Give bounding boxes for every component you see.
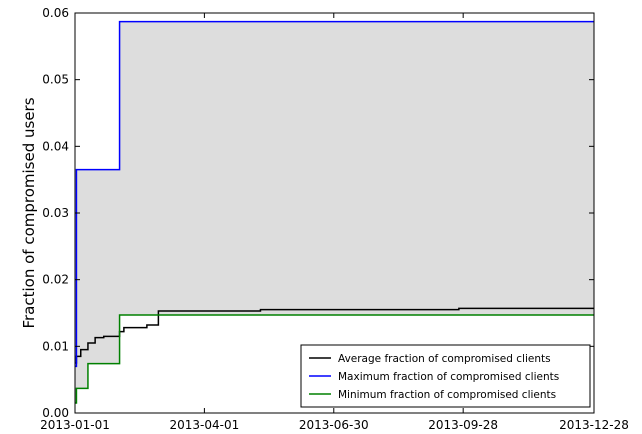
x-tick-label: 2013-06-30 <box>299 418 369 432</box>
y-tick-label: 0.05 <box>42 73 69 87</box>
y-tick-label: 0.06 <box>42 6 69 20</box>
x-tick-label: 2013-04-01 <box>170 418 240 432</box>
y-tick-label: 0.02 <box>42 273 69 287</box>
legend-box <box>300 344 591 408</box>
y-tick-label: 0.04 <box>42 139 69 153</box>
x-tick-label: 2013-12-28 <box>559 418 629 432</box>
series-line <box>75 20 594 368</box>
legend-label: Maximum fraction of compromised clients <box>338 371 559 383</box>
x-tick-label: 2013-01-01 <box>40 418 110 432</box>
legend: Average fraction of compromised clients M… <box>300 344 591 408</box>
y-axis-label: Fraction of compromised users <box>20 97 38 328</box>
x-tick-label: 2013-09-28 <box>428 418 498 432</box>
series-line <box>75 314 594 404</box>
y-tick-label: 0.01 <box>42 339 69 353</box>
y-tick-label: 0.03 <box>42 206 69 220</box>
legend-label: Average fraction of compromised clients <box>338 353 551 365</box>
legend-label: Minimum fraction of compromised clients <box>338 389 556 401</box>
y-tick-label: 0.00 <box>42 406 69 420</box>
